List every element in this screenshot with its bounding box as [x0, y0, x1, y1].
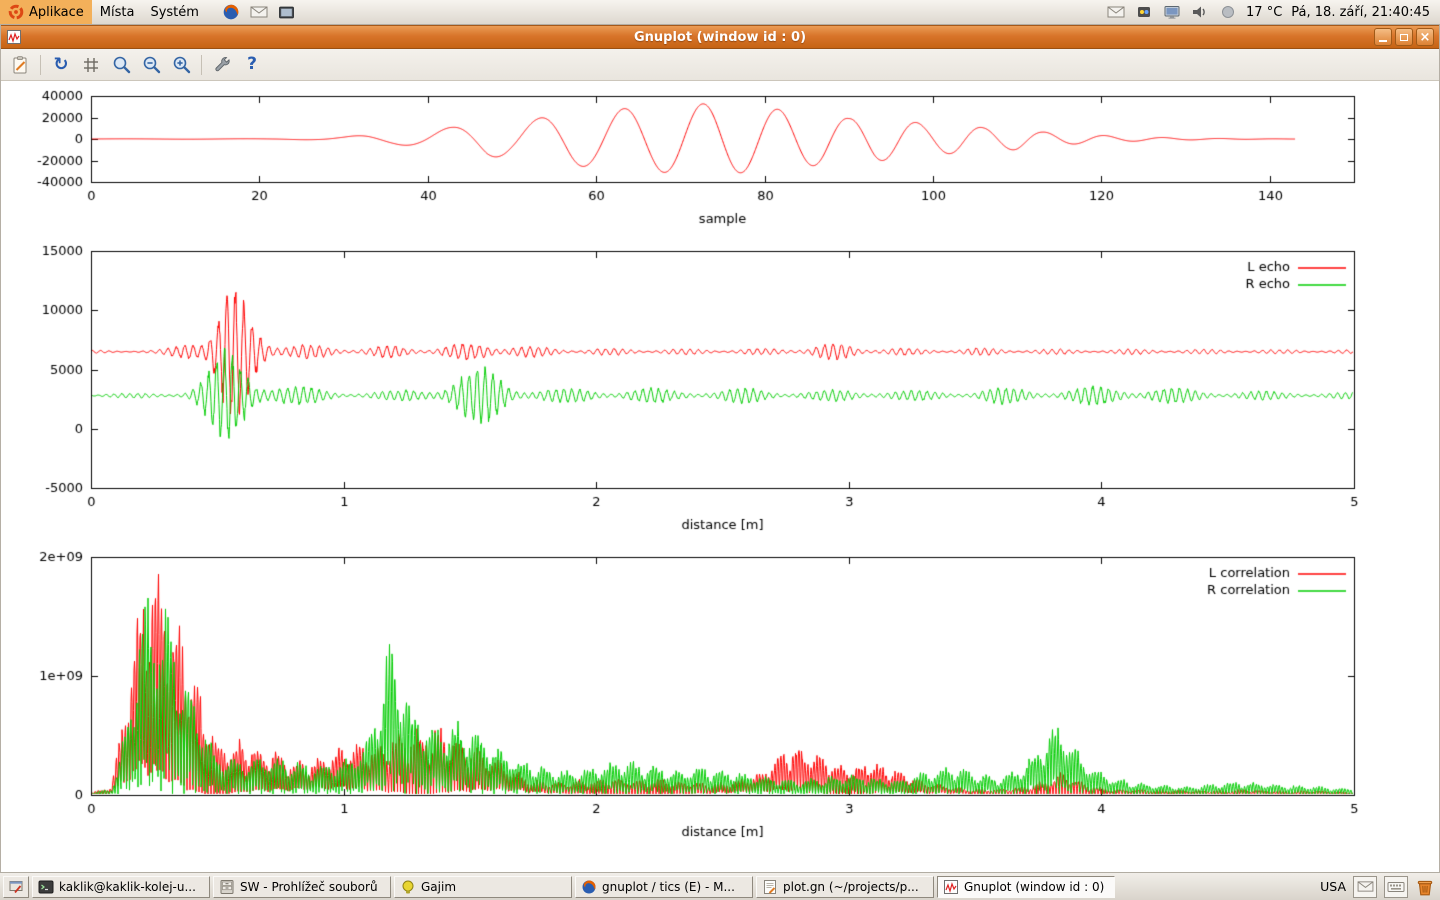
menu-system[interactable]: Systém: [142, 0, 206, 24]
keyboard-layout-indicator[interactable]: USA: [1320, 879, 1346, 894]
window-list: kaklik@kaklik-kolej-u... SW - Prohlížeč s…: [32, 875, 1115, 898]
zoom-out-button[interactable]: [138, 52, 164, 78]
terminal-icon: [38, 879, 54, 895]
taskbar-item-label: SW - Prohlížeč souborů: [240, 879, 378, 894]
taskbar: kaklik@kaklik-kolej-u... SW - Prohlížeč s…: [0, 872, 1440, 900]
editor-icon: [762, 879, 778, 895]
top-panel: Aplikace Místa Systém: [0, 0, 1440, 25]
plot-area: [1, 81, 1440, 872]
correlation-chart[interactable]: [1, 549, 1440, 849]
toolbar: ↻: [1, 49, 1439, 81]
show-desktop-button[interactable]: [3, 875, 29, 898]
copy-icon: [10, 55, 30, 75]
zoom-previous-icon: [112, 55, 131, 74]
copy-plot-button[interactable]: [7, 52, 33, 78]
volume-icon[interactable]: [1190, 3, 1209, 21]
taskbar-item[interactable]: gnuplot / tics (E) - M...: [575, 875, 753, 898]
close-button[interactable]: ×: [1416, 28, 1434, 46]
help-button[interactable]: ?: [239, 52, 265, 78]
taskbar-item-label: gnuplot / tics (E) - M...: [602, 879, 735, 894]
taskbar-item[interactable]: Gajim: [394, 875, 572, 898]
toolbar-separator: [201, 54, 202, 75]
replot-button[interactable]: ↻: [48, 52, 74, 78]
taskbar-tray: USA: [1320, 875, 1437, 898]
taskbar-item-label: Gnuplot (window id : 0): [964, 879, 1105, 894]
mail-launcher-icon[interactable]: [249, 2, 269, 22]
show-desktop-icon: [8, 879, 24, 895]
zoom-in-icon: [172, 55, 191, 74]
zoom-previous-button[interactable]: [108, 52, 134, 78]
distro-logo-icon: [8, 4, 24, 20]
gnuplot-window-icon: [6, 29, 22, 45]
grid-icon: [82, 56, 100, 74]
taskbar-item-label: kaklik@kaklik-kolej-u...: [59, 879, 196, 894]
menu-applications[interactable]: Aplikace: [0, 0, 92, 24]
mail-tray-button[interactable]: [1353, 875, 1377, 898]
close-icon: ×: [1419, 29, 1431, 45]
display-applet-icon[interactable]: [1162, 3, 1181, 21]
titlebar[interactable]: Gnuplot (window id : 0) ×: [1, 25, 1439, 49]
minimize-icon: [1379, 40, 1387, 42]
keyboard-icon: [1387, 880, 1405, 894]
minimize-button[interactable]: [1374, 28, 1392, 46]
taskbar-item[interactable]: kaklik@kaklik-kolej-u...: [32, 875, 210, 898]
screenshot-launcher-icon[interactable]: [277, 2, 297, 22]
keyboard-tray-button[interactable]: [1384, 875, 1408, 898]
toggle-grid-button[interactable]: [78, 52, 104, 78]
taskbar-item[interactable]: Gnuplot (window id : 0): [937, 875, 1115, 898]
menu-applications-label: Aplikace: [29, 4, 84, 20]
temperature-indicator[interactable]: 17 °C: [1246, 4, 1283, 20]
maximize-button[interactable]: [1395, 28, 1413, 46]
refresh-icon: ↻: [53, 53, 69, 75]
help-icon: ?: [247, 54, 257, 74]
panel-launchers: [221, 2, 297, 22]
maximize-icon: [1400, 33, 1408, 41]
gnuplot-window: Gnuplot (window id : 0) × ↻: [0, 25, 1440, 872]
files-icon: [219, 879, 235, 895]
weather-applet-icon[interactable]: [1218, 3, 1237, 21]
firefox-launcher-icon[interactable]: [221, 2, 241, 22]
mail-tray-icon: [1357, 880, 1374, 893]
taskbar-item-label: plot.gn (~/projects/p...: [783, 879, 919, 894]
gajim-icon: [400, 879, 416, 895]
mail-notification-icon[interactable]: [1106, 3, 1125, 21]
echo-signals-chart[interactable]: [1, 243, 1440, 543]
clock[interactable]: Pá, 18. září, 21:40:45: [1291, 4, 1430, 20]
configure-button[interactable]: [209, 52, 235, 78]
zoom-out-icon: [142, 55, 161, 74]
chirp-signal-chart[interactable]: [1, 88, 1440, 238]
menu-places[interactable]: Místa: [92, 0, 143, 24]
zoom-in-button[interactable]: [168, 52, 194, 78]
gnuplot-icon: [943, 879, 959, 895]
taskbar-item[interactable]: SW - Prohlížeč souborů: [213, 875, 391, 898]
window-title: Gnuplot (window id : 0): [633, 29, 807, 45]
panel-tray: 17 °C Pá, 18. září, 21:40:45: [1106, 3, 1440, 21]
taskbar-item[interactable]: plot.gn (~/projects/p...: [756, 875, 934, 898]
wrench-icon: [213, 55, 232, 74]
network-applet-icon[interactable]: [1134, 3, 1153, 21]
menu-system-label: Systém: [150, 4, 199, 20]
window-controls: ×: [1374, 28, 1439, 46]
trash-applet-icon[interactable]: [1415, 877, 1435, 897]
taskbar-item-label: Gajim: [421, 879, 457, 894]
menu-places-label: Místa: [99, 4, 135, 20]
toolbar-separator: [40, 54, 41, 75]
firefox-icon: [581, 879, 597, 895]
